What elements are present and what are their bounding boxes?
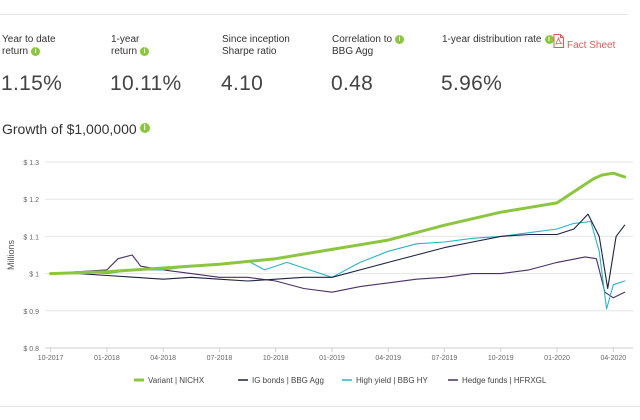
growth-chart: $ 0.8 $ 0.9 $ 1 $ 1.1 $ 1.2 $ 1.3 10-2017 01-20… xyxy=(6,160,633,385)
info-icon[interactable]: i xyxy=(31,47,41,56)
y-tick-label: $ 1.1 xyxy=(23,234,39,241)
bottom-divider xyxy=(0,406,640,407)
legend-label: IG bonds | BBG Agg xyxy=(252,376,324,385)
x-tick-label: 04-2020 xyxy=(600,355,626,362)
x-tick-label: 04-2019 xyxy=(375,355,401,362)
y-tick-label: $ 0.9 xyxy=(23,309,39,316)
y-tick-label: $ 0.8 xyxy=(23,346,39,353)
stat-correlation: Correlation to i BBG Agg 0.48 xyxy=(331,34,405,95)
section-title: Growth of $1,000,000 i xyxy=(2,121,150,137)
info-icon[interactable]: i xyxy=(395,35,405,44)
series-line-2 xyxy=(50,220,626,310)
stat-label: Year to date return i xyxy=(2,34,56,57)
x-tick-label: 07-2018 xyxy=(207,355,233,362)
info-icon[interactable]: i xyxy=(544,35,554,44)
stat-value: 10.11% xyxy=(110,72,182,95)
y-tick-label: $ 1.3 xyxy=(23,160,39,167)
legend-label: Hedge funds | HFRXGL xyxy=(462,376,547,385)
stat-label: 1-year distribution rate i xyxy=(442,34,554,46)
stat-distribution-rate: 1-year distribution rate i 5.96% xyxy=(441,34,554,95)
x-tick-label: 10-2018 xyxy=(263,355,289,362)
stat-value: 0.48 xyxy=(331,72,374,95)
series-line-3 xyxy=(50,254,626,299)
legend-label: High yield | BBG HY xyxy=(356,376,429,385)
series-line-0 xyxy=(49,171,627,276)
x-tick-label: 01-2018 xyxy=(94,355,120,362)
info-icon[interactable]: i xyxy=(139,123,150,133)
stat-value: 5.96% xyxy=(441,72,503,95)
x-tick-label: 10-2017 xyxy=(38,355,64,362)
series-line-1 xyxy=(50,213,626,290)
y-tick-label: $ 1 xyxy=(29,272,39,279)
x-tick-label: 01-2020 xyxy=(544,355,570,362)
stat-1yr-return: 1-year return i 10.11% xyxy=(110,34,181,95)
x-tick-label: 10-2019 xyxy=(488,355,514,362)
stat-label: 1-year return i xyxy=(111,34,150,58)
y-tick-label: $ 1.2 xyxy=(23,197,39,204)
stat-sharpe-ratio: Since inception Sharpe ratio 4.10 xyxy=(221,34,290,95)
x-tick-label: 01-2019 xyxy=(319,355,345,362)
x-tick-label: 04-2018 xyxy=(150,355,176,362)
info-icon[interactable]: i xyxy=(140,47,150,56)
stat-value: 1.15% xyxy=(1,72,63,95)
stat-label: Since inception Sharpe ratio xyxy=(222,34,290,57)
fact-sheet-label: Fact Sheet xyxy=(567,40,616,51)
stat-label: Correlation to i BBG Agg xyxy=(332,34,405,58)
stat-ytd-return: Year to date return i 1.15% xyxy=(1,34,62,95)
top-divider xyxy=(0,14,628,15)
stat-value: 4.10 xyxy=(221,72,264,95)
pdf-icon xyxy=(553,34,564,48)
y-axis-title: Millions xyxy=(6,240,16,271)
x-tick-label: 07-2019 xyxy=(432,355,458,362)
legend-label: Variant | NICHX xyxy=(148,376,205,385)
